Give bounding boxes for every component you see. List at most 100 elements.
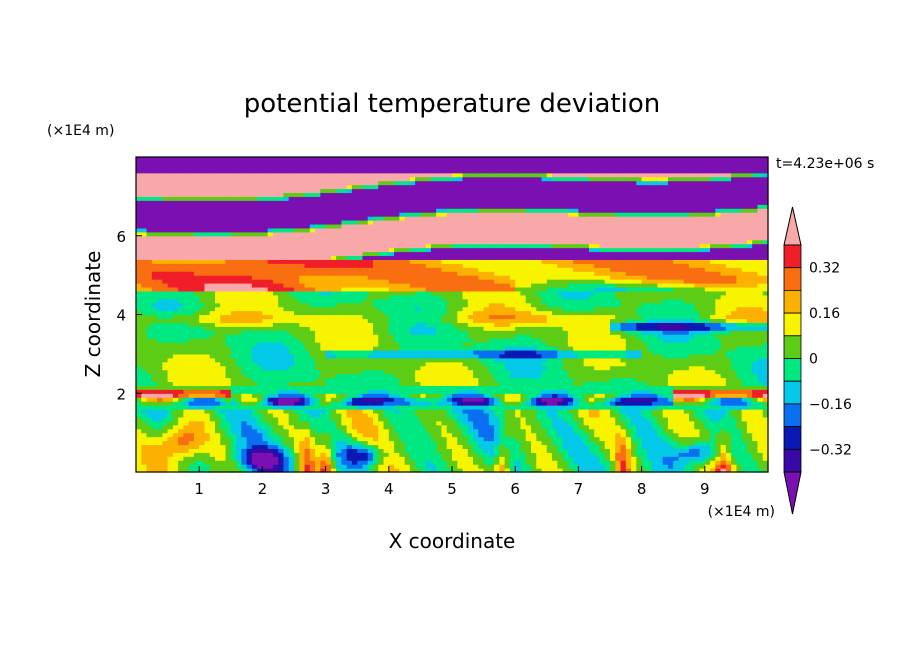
heatmap-cell	[272, 200, 279, 205]
heatmap-cell	[215, 412, 221, 418]
heatmap-cell	[199, 397, 206, 402]
heatmap-cell	[157, 310, 163, 316]
heatmap-cell	[220, 168, 227, 174]
heatmap-cell	[315, 326, 321, 331]
heatmap-cell	[246, 168, 253, 174]
heatmap-cell	[183, 204, 190, 209]
heatmap-cell	[225, 275, 232, 280]
heatmap-cell	[430, 247, 437, 253]
heatmap-cell	[399, 322, 406, 327]
heatmap-cell	[272, 444, 279, 449]
heatmap-cell	[236, 357, 242, 363]
heatmap-cell	[178, 444, 184, 449]
heatmap-cell	[388, 365, 395, 371]
heatmap-cell	[262, 377, 269, 383]
heatmap-cell	[288, 393, 295, 398]
heatmap-cell	[251, 275, 258, 280]
heatmap-cell	[188, 393, 195, 398]
heatmap-cell	[325, 267, 332, 272]
heatmap-cell	[136, 306, 142, 312]
heatmap-cell	[357, 334, 364, 339]
heatmap-cell	[325, 168, 332, 174]
heatmap-cell	[215, 298, 221, 304]
heatmap-cell	[246, 440, 253, 446]
heatmap-cell	[209, 267, 216, 272]
heatmap-cell	[230, 334, 237, 339]
heatmap-cell	[151, 314, 158, 320]
heatmap-cell	[141, 212, 148, 217]
heatmap-cell	[325, 420, 332, 426]
heatmap-cell	[457, 334, 464, 339]
heatmap-cell	[378, 279, 385, 284]
heatmap-cell	[188, 212, 195, 217]
heatmap-cell	[193, 243, 200, 249]
heatmap-cell	[278, 275, 285, 280]
heatmap-cell	[388, 247, 395, 253]
heatmap-cell	[267, 464, 274, 469]
heatmap-cell	[262, 416, 269, 422]
heatmap-cell	[362, 357, 369, 363]
heatmap-cell	[220, 259, 227, 264]
heatmap-cell	[415, 180, 421, 186]
heatmap-cell	[336, 196, 342, 201]
heatmap-cell	[257, 373, 263, 379]
heatmap-cell	[373, 176, 379, 182]
heatmap-cell	[399, 468, 406, 473]
heatmap-cell	[225, 436, 232, 442]
heatmap-cell	[151, 235, 158, 241]
heatmap-cell	[362, 231, 369, 237]
heatmap-cell	[409, 397, 416, 402]
heatmap-cell	[357, 290, 364, 296]
heatmap-cell	[157, 346, 163, 351]
heatmap-cell	[278, 283, 285, 288]
heatmap-cell	[394, 330, 400, 335]
heatmap-cell	[304, 259, 311, 264]
heatmap-cell	[246, 235, 253, 241]
heatmap-cell	[267, 271, 274, 276]
heatmap-cell	[299, 369, 306, 375]
heatmap-cell	[146, 279, 153, 284]
heatmap-cell	[136, 157, 142, 162]
heatmap-cell	[409, 365, 416, 371]
heatmap-cell	[341, 393, 348, 398]
heatmap-cell	[320, 381, 327, 386]
heatmap-cell	[373, 385, 379, 390]
heatmap-cell	[330, 420, 337, 426]
heatmap-cell	[220, 294, 227, 300]
heatmap-cell	[330, 306, 337, 312]
heatmap-cell	[462, 365, 469, 371]
heatmap-cell	[378, 212, 385, 217]
heatmap-cell	[304, 208, 311, 213]
heatmap-cell	[430, 216, 437, 221]
heatmap-cell	[162, 409, 169, 414]
heatmap-cell	[283, 464, 290, 469]
heatmap-cell	[178, 361, 184, 367]
heatmap-cell	[136, 243, 142, 249]
heatmap-cell	[146, 160, 153, 166]
heatmap-cell	[383, 164, 390, 170]
heatmap-cell	[425, 227, 432, 233]
heatmap-cell	[236, 239, 242, 245]
heatmap-cell	[383, 452, 390, 457]
heatmap-cell	[241, 436, 248, 442]
heatmap-cell	[336, 216, 342, 221]
heatmap-cell	[357, 377, 364, 383]
heatmap-cell	[415, 432, 421, 438]
heatmap-cell	[378, 409, 385, 414]
heatmap-cell	[446, 381, 453, 386]
heatmap-cell	[267, 157, 274, 162]
heatmap-cell	[178, 310, 184, 316]
heatmap-cell	[325, 346, 332, 351]
heatmap-cell	[299, 235, 306, 241]
heatmap-cell	[146, 468, 153, 473]
heatmap-cell	[304, 365, 311, 371]
heatmap-cell	[457, 216, 464, 221]
heatmap-cell	[257, 460, 263, 465]
heatmap-cell	[162, 286, 169, 292]
heatmap-cell	[436, 164, 443, 170]
heatmap-cell	[420, 385, 427, 390]
heatmap-cell	[325, 251, 332, 257]
heatmap-cell	[172, 255, 179, 260]
heatmap-cell	[425, 405, 432, 410]
heatmap-cell	[294, 361, 300, 367]
